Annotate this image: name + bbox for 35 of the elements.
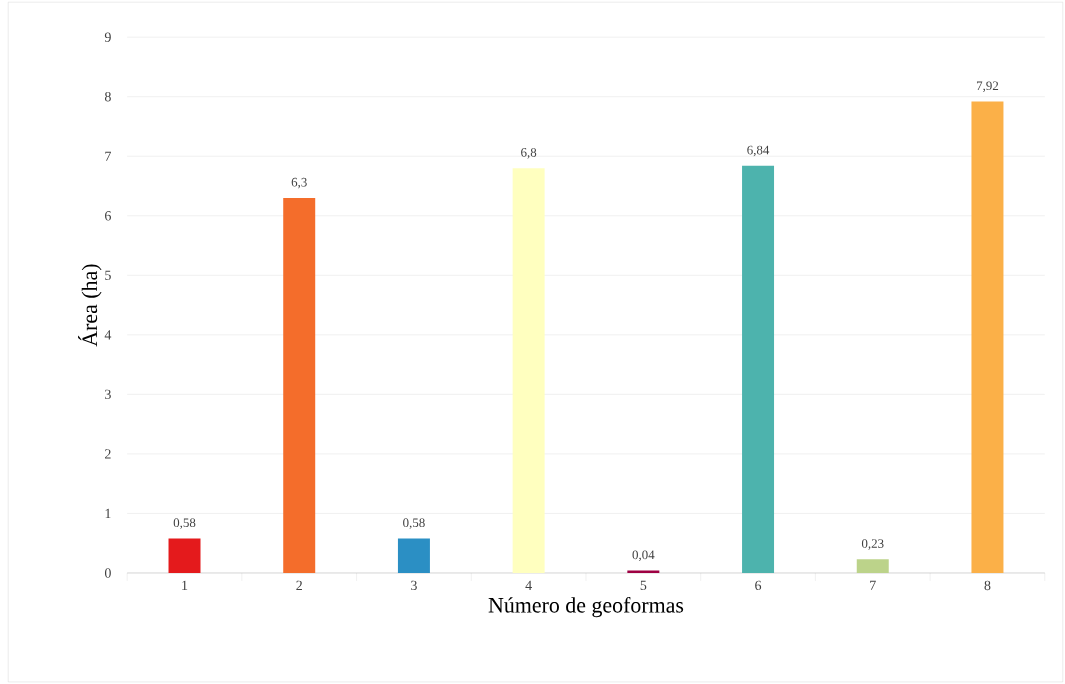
data-label: 6,8 (521, 147, 537, 159)
y-tick-label: 8 (104, 91, 111, 102)
y-tick-label: 5 (105, 270, 111, 280)
x-tick-label: 5 (640, 580, 647, 590)
y-tick-label: 3 (105, 389, 111, 399)
bar (168, 538, 201, 573)
x-tick-label: 8 (984, 580, 991, 591)
bar (397, 538, 430, 573)
data-label: 6,3 (291, 177, 307, 189)
data-label: 7,92 (976, 81, 999, 92)
x-tick-label: 4 (525, 580, 532, 590)
bar (971, 101, 1004, 573)
y-tick-label: 9 (104, 32, 111, 42)
y-tick-label: 1 (105, 508, 111, 518)
bar (512, 168, 545, 573)
x-tick-label: 3 (411, 580, 417, 591)
y-tick-label: 4 (104, 330, 112, 340)
y-tick-label: 6 (105, 211, 111, 221)
bar (856, 559, 889, 573)
x-axis-title: Número de geoformas (488, 596, 684, 618)
bar (742, 165, 775, 573)
data-label: 6,84 (747, 145, 770, 157)
y-tick-label: 7 (105, 151, 111, 161)
data-label: 0,23 (861, 539, 884, 550)
data-label: 0,04 (632, 550, 655, 562)
y-axis-title: Área (ha) (78, 264, 102, 347)
bar (283, 197, 316, 573)
x-tick-label: 7 (870, 580, 876, 590)
x-tick-label: 6 (755, 580, 762, 591)
y-tick-label: 0 (104, 568, 111, 578)
data-label: 0,58 (403, 518, 425, 529)
data-label: 0,58 (173, 518, 196, 529)
y-tick-label: 2 (105, 449, 111, 459)
x-tick-label: 2 (296, 580, 302, 590)
x-tick-label: 1 (182, 580, 188, 590)
